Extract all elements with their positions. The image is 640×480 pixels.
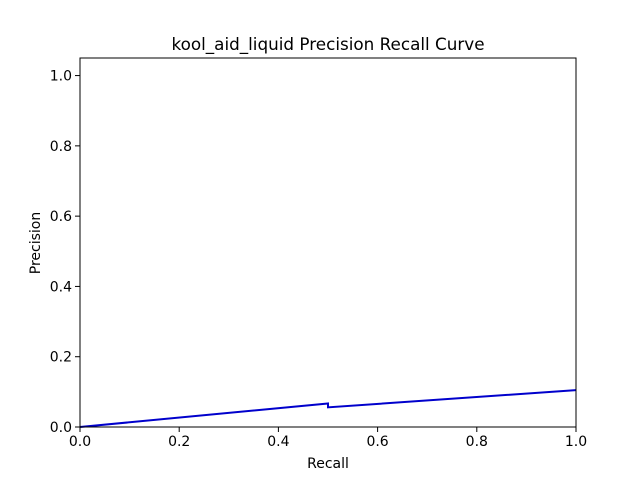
series-line-0 — [79, 389, 577, 428]
y-axis-ticks: 0.0 0.2 0.4 0.6 0.8 1.0 — [50, 69, 80, 436]
y-tick-label: 0.8 — [50, 139, 72, 155]
y-tick-label: 0.0 — [50, 420, 72, 436]
y-tick-label: 0.2 — [50, 350, 72, 366]
x-tick-label: 0.2 — [168, 434, 190, 450]
plot-area — [80, 58, 576, 427]
x-tick-label: 0.6 — [366, 434, 388, 450]
y-tick-label: 1.0 — [50, 69, 72, 85]
series-layer — [79, 389, 577, 428]
x-tick-label: 0.0 — [69, 434, 91, 450]
y-tick-label: 0.4 — [50, 279, 72, 295]
y-axis-label: Precision — [28, 212, 44, 274]
x-axis-label: Recall — [307, 456, 349, 472]
x-tick-label: 1.0 — [565, 434, 587, 450]
x-tick-label: 0.8 — [466, 434, 488, 450]
x-tick-label: 0.4 — [267, 434, 289, 450]
y-tick-label: 0.6 — [50, 209, 72, 225]
x-axis-ticks: 0.0 0.2 0.4 0.6 0.8 1.0 — [69, 427, 587, 450]
chart-title: kool_aid_liquid Precision Recall Curve — [171, 34, 484, 55]
plot-frame — [79, 57, 577, 428]
